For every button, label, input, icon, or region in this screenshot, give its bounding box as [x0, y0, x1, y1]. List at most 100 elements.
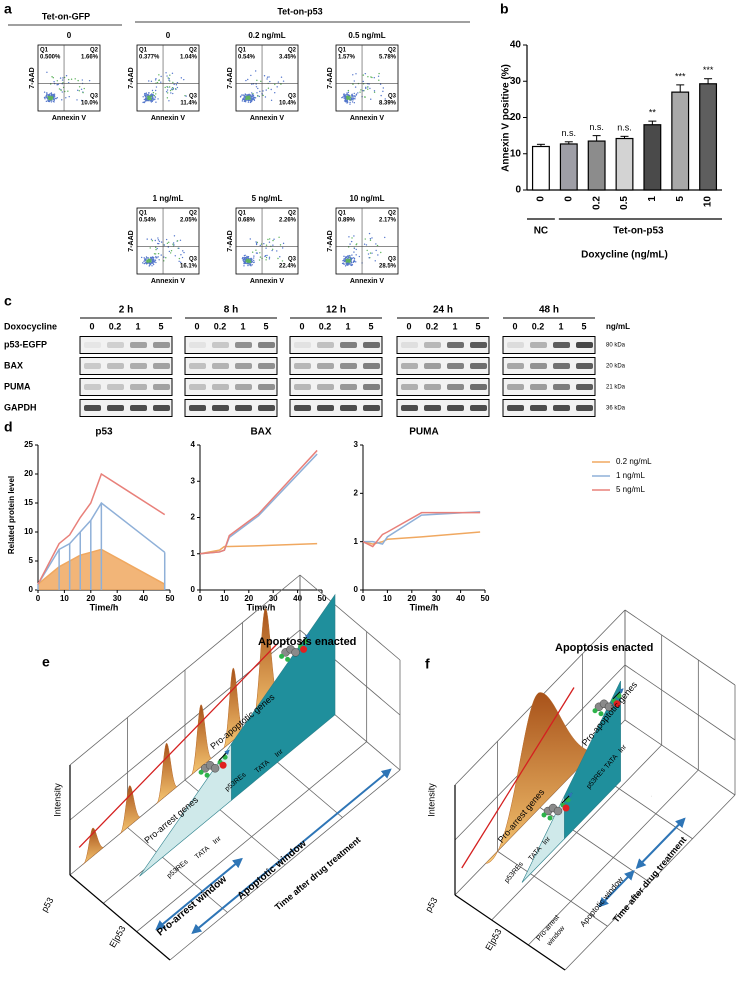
- event-dot: [146, 257, 148, 259]
- event-dot: [51, 98, 53, 100]
- dose-label: 0.2: [319, 321, 332, 331]
- row-label: BAX: [4, 360, 23, 370]
- blot-band: [258, 405, 275, 411]
- event-dot: [158, 74, 160, 76]
- y-tick-label: 30: [510, 76, 522, 87]
- event-dot: [168, 250, 171, 253]
- event-dot: [343, 258, 345, 260]
- event-dot: [77, 79, 79, 82]
- event-dot: [268, 256, 271, 259]
- event-dot: [347, 246, 350, 248]
- event-dot: [58, 88, 61, 90]
- event-dot: [166, 242, 169, 245]
- x-tick-label: 0.5: [619, 196, 630, 210]
- blot-band: [340, 384, 357, 390]
- event-dot: [367, 88, 369, 90]
- floor-grid: [624, 719, 736, 796]
- event-dot: [276, 86, 278, 88]
- event-dot: [373, 90, 376, 92]
- blot-frame: [502, 357, 596, 375]
- x-tick-label: 30: [113, 594, 122, 603]
- blot-band: [424, 384, 441, 390]
- axis-label: Annexin V: [250, 115, 285, 122]
- event-dot: [351, 264, 354, 266]
- event-dot: [83, 87, 85, 90]
- event-dot: [365, 244, 368, 246]
- quadrant-name: Q2: [288, 211, 297, 217]
- event-dot: [255, 243, 258, 246]
- blot-band: [107, 363, 124, 369]
- y-tick-label: 2: [354, 488, 359, 497]
- axis-label: Annexin V: [151, 115, 186, 122]
- blot-band: [424, 363, 441, 369]
- event-dot: [259, 256, 262, 258]
- event-dot: [242, 256, 244, 259]
- y-tick-label: 0: [354, 585, 359, 594]
- event-dot: [243, 94, 245, 96]
- blot-band: [553, 363, 570, 369]
- event-dot: [245, 79, 247, 82]
- event-dot: [348, 236, 350, 238]
- bar: [699, 83, 718, 191]
- event-dot: [148, 261, 151, 263]
- quadrant-name: Q3: [288, 94, 297, 100]
- event-dot: [152, 99, 154, 101]
- event-dot: [53, 95, 56, 97]
- event-dot: [279, 256, 281, 258]
- event-dot: [149, 259, 152, 261]
- blot-frame: [502, 378, 596, 396]
- event-dot: [151, 265, 153, 267]
- event-dot: [281, 260, 284, 262]
- blot-band: [153, 384, 170, 390]
- event-dot: [351, 237, 353, 239]
- event-dot: [268, 241, 271, 243]
- event-dot: [259, 244, 261, 247]
- event-dot: [253, 257, 255, 259]
- event-dot: [168, 79, 170, 81]
- event-dot: [354, 86, 357, 88]
- factor-dot: [279, 653, 285, 659]
- event-dot: [281, 247, 284, 249]
- dose-label: 0.2: [214, 321, 227, 331]
- event-dot: [157, 256, 159, 258]
- event-dot: [251, 99, 253, 102]
- event-dot: [377, 254, 379, 256]
- event-dot: [263, 75, 266, 77]
- event-dot: [345, 100, 348, 103]
- event-dot: [155, 246, 157, 249]
- blot-band: [470, 342, 487, 348]
- x-tick-label: 50: [166, 594, 175, 603]
- event-dot: [149, 258, 151, 260]
- intensity-peak: [81, 827, 105, 865]
- axis-label: Annexin V: [350, 278, 385, 285]
- quadrant-name: Q3: [388, 94, 397, 100]
- event-dot: [158, 242, 160, 245]
- event-dot: [379, 83, 382, 85]
- blot-band: [130, 405, 147, 411]
- event-dot: [64, 90, 66, 93]
- event-dot: [274, 83, 276, 86]
- quadrant-value: 11.4%: [180, 101, 197, 107]
- axis-label: 7-AAD: [128, 67, 135, 88]
- wall-grid: [624, 609, 736, 686]
- size-label: 21 kDa: [606, 385, 626, 391]
- axis-label: 7-AAD: [128, 230, 135, 251]
- event-dot: [169, 89, 172, 92]
- event-dot: [277, 257, 279, 260]
- plot-title: 0: [166, 31, 171, 40]
- event-dot: [272, 239, 274, 242]
- event-dot: [160, 254, 162, 256]
- dose-label: 0: [89, 321, 94, 331]
- dose-label: 5: [581, 321, 586, 331]
- wall-grid: [624, 664, 736, 741]
- blot-band: [294, 405, 311, 411]
- event-dot: [347, 258, 349, 261]
- y-tick-label: 1: [191, 549, 196, 558]
- event-dot: [362, 74, 365, 76]
- event-dot: [270, 99, 273, 102]
- y-tick-label: 25: [24, 440, 33, 449]
- event-dot: [242, 258, 245, 260]
- event-dot: [354, 98, 356, 100]
- nucleosome: [553, 806, 563, 816]
- quadrant-value: 0.54%: [139, 218, 157, 224]
